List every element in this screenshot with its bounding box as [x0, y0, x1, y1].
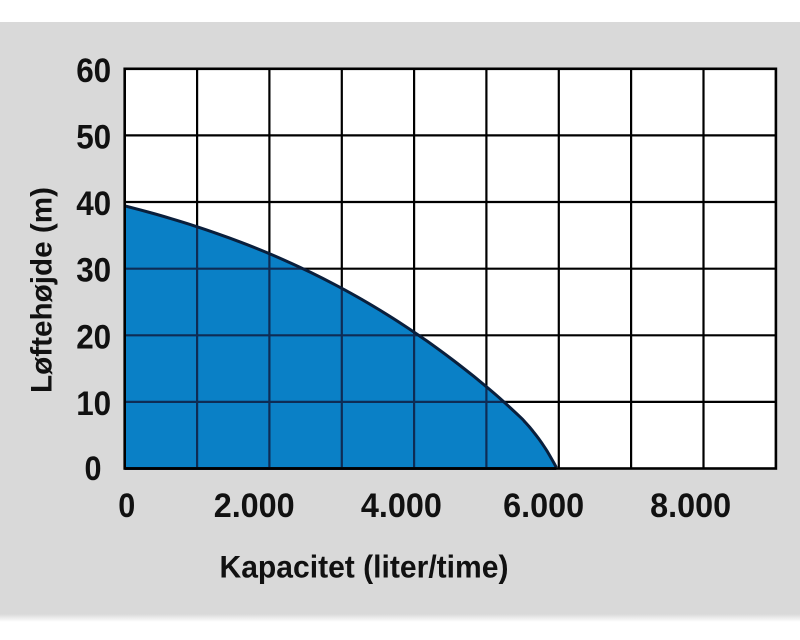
svg-text:8.000: 8.000: [650, 487, 731, 525]
svg-text:Kapacitet (liter/time): Kapacitet (liter/time): [220, 549, 509, 585]
svg-text:Løftehøjde (m): Løftehøjde (m): [26, 187, 59, 393]
svg-text:0: 0: [85, 450, 102, 488]
svg-text:0: 0: [118, 487, 135, 525]
svg-text:20: 20: [76, 318, 111, 356]
svg-text:2.000: 2.000: [214, 487, 295, 525]
svg-text:10: 10: [76, 385, 111, 423]
svg-text:6.000: 6.000: [503, 487, 584, 525]
svg-text:60: 60: [76, 52, 111, 90]
svg-text:30: 30: [76, 252, 111, 290]
svg-text:40: 40: [76, 185, 111, 223]
svg-text:4.000: 4.000: [361, 487, 442, 525]
svg-text:50: 50: [76, 118, 111, 156]
